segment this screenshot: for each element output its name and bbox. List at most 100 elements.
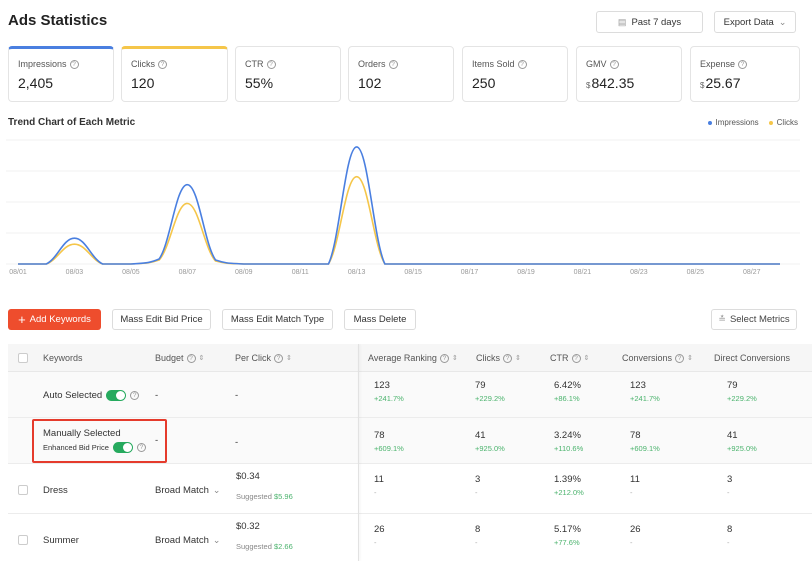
legend-item-impressions[interactable]: Impressions (707, 118, 759, 127)
metric-label: Orders? (358, 59, 444, 69)
x-tick-label: 08/09 (235, 269, 253, 276)
conversions-change: +241.7% (630, 394, 660, 403)
manually-selected-label: Manually Selected (43, 428, 121, 439)
x-tick-label: 08/19 (517, 269, 535, 276)
sort-icon[interactable]: ⇕ (286, 355, 292, 362)
metric-card-gmv[interactable]: GMV? $842.35 (576, 46, 682, 102)
col-ctr[interactable]: CTR? ⇕ (550, 353, 590, 363)
direct-conversions-change: - (727, 538, 730, 547)
direct-conversions-change: +925.0% (727, 444, 757, 453)
metric-label: Impressions? (18, 59, 104, 69)
row-checkbox[interactable] (18, 535, 28, 545)
select-all-checkbox[interactable] (18, 353, 28, 363)
enhanced-bid-price-label: Enhanced Bid Price (43, 443, 109, 452)
auto-selected-label: Auto Selected (43, 390, 103, 401)
col-conversions[interactable]: Conversions? ⇕ (622, 353, 693, 363)
col-budget[interactable]: Budget? ⇕ (155, 353, 205, 363)
help-icon[interactable]: ? (675, 353, 685, 363)
help-icon[interactable]: ? (130, 391, 140, 400)
auto-selected-cell: Auto Selected ? (43, 390, 140, 401)
mass-edit-match-type-button[interactable]: Mass Edit Match Type (222, 309, 333, 330)
sort-icon[interactable]: ⇕ (583, 355, 590, 362)
metric-value: $25.67 (700, 75, 741, 91)
avg-ranking-change: - (374, 538, 377, 547)
sort-icon[interactable]: ⇕ (451, 355, 458, 362)
avg-ranking-value: 11 (374, 474, 384, 485)
x-tick-label: 08/17 (461, 269, 479, 276)
help-icon[interactable]: ? (274, 353, 284, 363)
metric-card-impressions[interactable]: Impressions? 2,405 (8, 46, 114, 102)
metric-value: 120 (131, 75, 155, 91)
help-icon[interactable]: ? (738, 59, 748, 69)
mass-edit-bid-price-button[interactable]: Mass Edit Bid Price (112, 309, 211, 330)
clicks-value: 79 (475, 380, 486, 391)
metric-label: CTR? (245, 59, 331, 69)
sort-icon[interactable]: ⇕ (687, 355, 693, 362)
legend-item-clicks[interactable]: Clicks (768, 118, 798, 127)
budget-value: - (155, 435, 159, 446)
help-icon[interactable]: ? (136, 443, 146, 452)
currency-symbol: $ (586, 81, 591, 90)
help-icon[interactable]: ? (439, 353, 449, 363)
series-line-clicks (18, 175, 780, 265)
bid-price-value[interactable]: $0.34 (236, 471, 260, 482)
x-tick-label: 08/11 (292, 269, 309, 276)
metric-card-clicks[interactable]: Clicks? 120 (121, 46, 228, 102)
help-icon[interactable]: ? (609, 59, 619, 69)
metric-value: 55% (245, 75, 274, 91)
frozen-column-divider (358, 344, 359, 561)
col-average-ranking[interactable]: Average Ranking? ⇕ (368, 353, 458, 363)
match-type-select[interactable]: Broad Match ⌄ (155, 485, 221, 496)
enhanced-bid-price-control: Enhanced Bid Price ? (43, 442, 146, 453)
metric-card-ctr[interactable]: CTR? 55% (235, 46, 341, 102)
metric-card-orders[interactable]: Orders? 102 (348, 46, 454, 102)
help-icon[interactable]: ? (388, 59, 398, 69)
help-icon[interactable]: ? (158, 59, 167, 69)
metric-value: 2,405 (18, 75, 54, 91)
clicks-value: 8 (475, 524, 481, 535)
match-type-select[interactable]: Broad Match ⌄ (155, 535, 221, 546)
row-checkbox[interactable] (18, 485, 28, 495)
series-line-impressions (18, 146, 780, 265)
mass-delete-button[interactable]: Mass Delete (344, 309, 416, 330)
col-clicks[interactable]: Clicks? ⇕ (476, 353, 521, 363)
help-icon[interactable]: ? (517, 59, 527, 69)
metric-card-expense[interactable]: Expense? $25.67 (690, 46, 800, 102)
add-keywords-button[interactable]: + Add Keywords (8, 309, 101, 330)
clicks-change: +229.2% (475, 394, 505, 403)
help-icon[interactable]: ? (69, 59, 79, 69)
conversions-change: - (630, 538, 633, 547)
select-metrics-label: Select Metrics (729, 314, 790, 325)
auto-selected-toggle[interactable] (106, 390, 127, 401)
suggested-price: Suggested $5.96 (236, 492, 293, 501)
metric-label: Expense? (700, 59, 790, 69)
bid-price-value[interactable]: $0.32 (236, 521, 260, 532)
table-row: Summer Broad Match ⌄ $0.32 Suggested $2.6… (8, 514, 812, 561)
direct-conversions-change: +229.2% (727, 394, 757, 403)
x-tick-label: 08/23 (630, 269, 648, 276)
trend-chart[interactable]: 08/01 08/03 08/05 08/07 08/09 08/11 08/13 08/15… (0, 130, 812, 280)
sort-icon[interactable]: ⇕ (515, 355, 521, 362)
metric-card-items-sold[interactable]: Items Sold? 250 (462, 46, 568, 102)
x-tick-label: 08/07 (179, 269, 197, 276)
ctr-change: +77.6% (554, 538, 580, 547)
x-tick-label: 08/15 (404, 269, 422, 276)
page-title: Ads Statistics (8, 12, 108, 29)
date-range-button[interactable]: ▤ Past 7 days (596, 11, 703, 33)
col-per-click[interactable]: Per Click? ⇕ (235, 353, 292, 363)
x-tick-label: 08/21 (574, 269, 592, 276)
enhanced-bid-price-toggle[interactable] (112, 442, 133, 453)
help-icon[interactable]: ? (186, 353, 196, 363)
select-metrics-button[interactable]: ≛ Select Metrics (711, 309, 797, 330)
export-data-button[interactable]: Export Data ⌄ (714, 11, 796, 33)
x-tick-label: 08/05 (122, 269, 140, 276)
help-icon[interactable]: ? (571, 353, 581, 363)
chart-legend: Impressions Clicks (707, 118, 798, 127)
col-direct-conversions[interactable]: Direct Conversions (714, 353, 791, 363)
avg-ranking-value: 78 (374, 430, 385, 441)
ctr-value: 3.24% (554, 430, 581, 441)
help-icon[interactable]: ? (503, 353, 512, 363)
help-icon[interactable]: ? (266, 59, 276, 69)
conversions-change: +609.1% (630, 444, 660, 453)
sort-icon[interactable]: ⇕ (198, 355, 205, 362)
